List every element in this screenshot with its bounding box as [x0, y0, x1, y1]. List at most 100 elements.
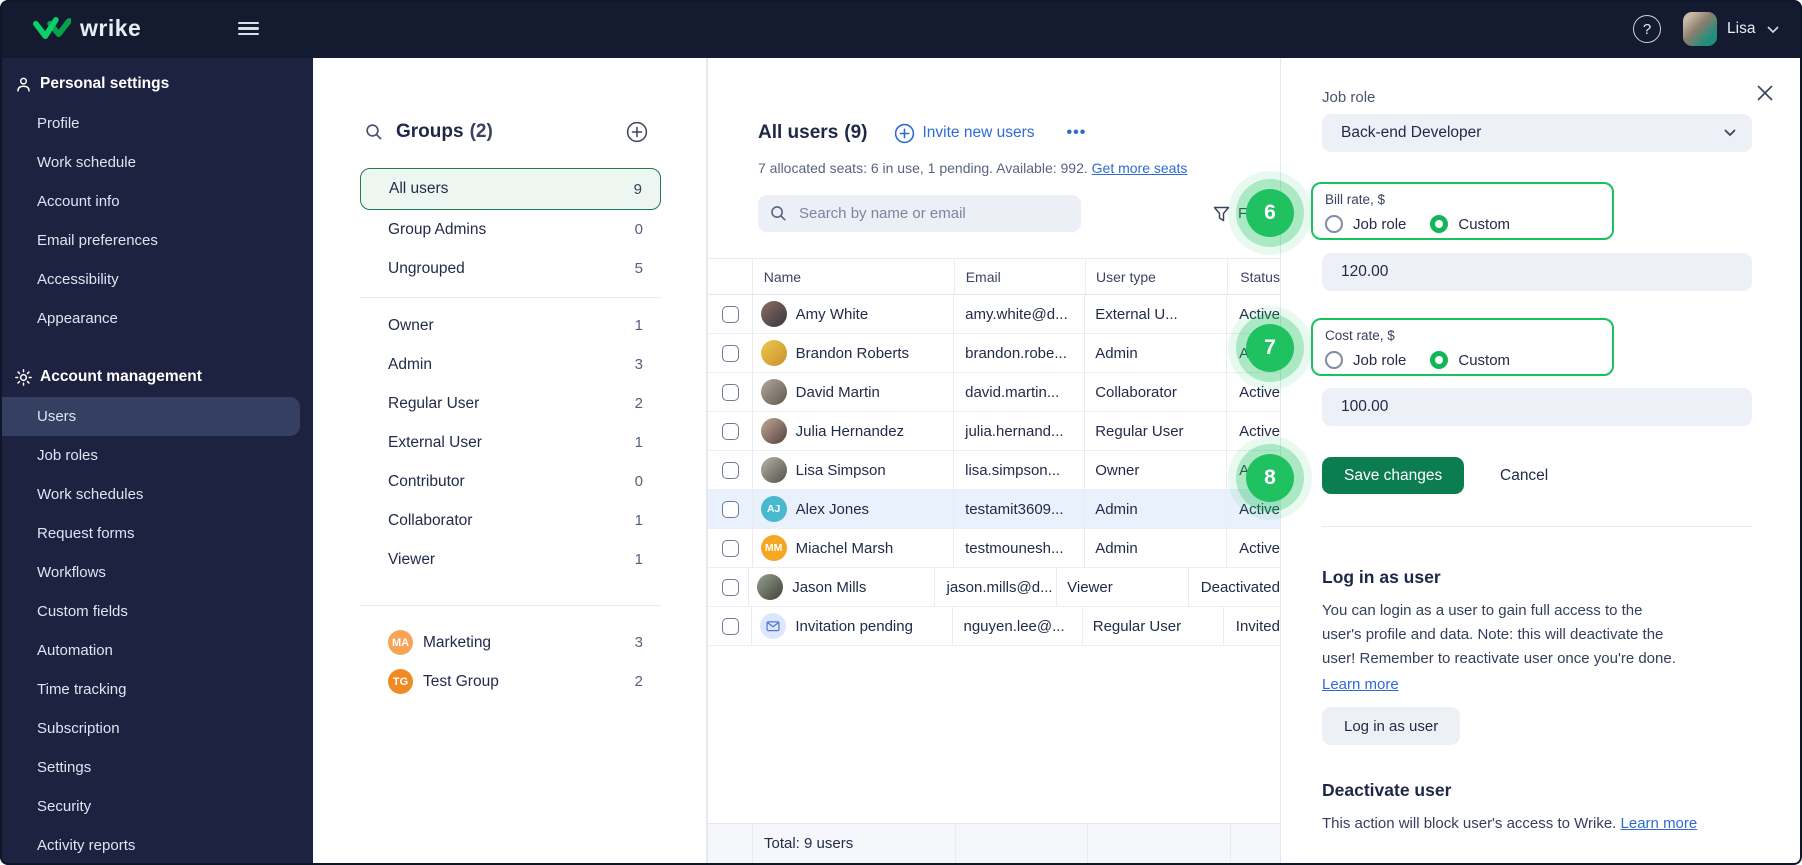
more-actions-button[interactable]: •••	[1066, 124, 1087, 141]
user-email: david.martin...	[954, 373, 1086, 411]
column-header-email[interactable]: Email	[955, 259, 1087, 294]
sidebar-item-appearance[interactable]: Appearance	[0, 299, 313, 338]
table-row-miachel-marsh[interactable]: MM Miachel Marsh testmounesh... Admin Ac…	[708, 529, 1280, 568]
table-row-david-martin[interactable]: David Martin david.martin... Collaborato…	[708, 373, 1280, 412]
sidebar-item-settings[interactable]: Settings	[0, 748, 313, 787]
invite-new-users-button[interactable]: Invite new users	[894, 123, 1035, 144]
add-group-button[interactable]	[626, 121, 648, 143]
sidebar-item-work-schedules[interactable]: Work schedules	[0, 475, 313, 514]
row-checkbox[interactable]	[722, 578, 739, 596]
deactivate-user-title: Deactivate user	[1322, 780, 1452, 800]
page-title: All users	[758, 122, 839, 143]
sidebar-item-label: Work schedule	[37, 154, 136, 171]
sidebar-item-job-roles[interactable]: Job roles	[0, 436, 313, 475]
group-item-regular-user[interactable]: Regular User 2	[360, 384, 661, 423]
search-icon	[771, 206, 786, 221]
sidebar-item-account-info[interactable]: Account info	[0, 182, 313, 221]
sidebar-item-label: Activity reports	[37, 837, 136, 854]
sidebar-item-email-preferences[interactable]: Email preferences	[0, 221, 313, 260]
log-in-as-user-button[interactable]: Log in as user	[1322, 707, 1461, 745]
table-row-brandon-roberts[interactable]: Brandon Roberts brandon.robe... Admin Ac…	[708, 334, 1280, 373]
help-button[interactable]: ?	[1633, 15, 1661, 43]
column-header-name[interactable]: Name	[753, 259, 955, 294]
chevron-down-icon	[1724, 129, 1736, 137]
hamburger-menu-button[interactable]	[238, 22, 259, 35]
table-row-jason-mills[interactable]: Jason Mills jason.mills@d... Viewer Deac…	[708, 568, 1280, 607]
user-menu-name[interactable]: Lisa	[1727, 20, 1756, 37]
chevron-down-icon	[1767, 26, 1779, 34]
row-checkbox[interactable]	[722, 617, 739, 635]
group-item-admin[interactable]: Admin 3	[360, 345, 661, 384]
group-item-collaborator[interactable]: Collaborator 1	[360, 501, 661, 540]
sidebar-item-subscription[interactable]: Subscription	[0, 709, 313, 748]
cancel-button[interactable]: Cancel	[1486, 457, 1562, 494]
search-bar[interactable]	[758, 195, 1081, 232]
sidebar-item-request-forms[interactable]: Request forms	[0, 514, 313, 553]
group-item-group-admins[interactable]: Group Admins 0	[360, 210, 661, 249]
sidebar-item-automation[interactable]: Automation	[0, 631, 313, 670]
table-row-invitation-pending[interactable]: Invitation pending nguyen.lee@... Regula…	[708, 607, 1280, 646]
sidebar-item-label: Custom fields	[37, 603, 128, 620]
user-status: Active	[1239, 305, 1280, 323]
cost-rate-input[interactable]: 100.00	[1322, 388, 1752, 426]
table-row-julia-hernandez[interactable]: Julia Hernandez julia.hernand... Regular…	[708, 412, 1280, 451]
sidebar-item-work-schedule[interactable]: Work schedule	[0, 143, 313, 182]
group-count: 3	[634, 356, 643, 373]
column-header-user-type[interactable]: User type	[1086, 259, 1229, 294]
table-row-lisa-simpson[interactable]: Lisa Simpson lisa.simpson... Owner Activ…	[708, 451, 1280, 490]
login-learn-more-link[interactable]: Learn more	[1322, 676, 1399, 693]
group-item-owner[interactable]: Owner 1	[360, 306, 661, 345]
row-checkbox[interactable]	[722, 461, 739, 479]
sidebar-section-personal-settings[interactable]: Personal settings	[0, 64, 313, 104]
group-item-viewer[interactable]: Viewer 1	[360, 540, 661, 579]
cost-rate-job-role-radio[interactable]	[1325, 351, 1343, 369]
group-item-marketing[interactable]: MA Marketing 3	[360, 623, 661, 662]
bill-rate-custom-radio[interactable]	[1430, 215, 1449, 233]
group-item-all-users[interactable]: All users 9	[360, 168, 661, 210]
sidebar-item-activity-reports[interactable]: Activity reports	[0, 826, 313, 865]
sidebar-item-custom-fields[interactable]: Custom fields	[0, 592, 313, 631]
group-item-test-group[interactable]: TG Test Group 2	[360, 662, 661, 701]
sidebar-item-label: Users	[37, 408, 77, 425]
group-item-ungrouped[interactable]: Ungrouped 5	[360, 249, 661, 288]
table-row-amy-white[interactable]: Amy White amy.white@d... External U... A…	[708, 295, 1280, 334]
row-checkbox[interactable]	[722, 422, 739, 440]
sidebar-item-accessibility[interactable]: Accessibility	[0, 260, 313, 299]
sidebar-item-users[interactable]: Users	[0, 397, 300, 436]
column-header-status[interactable]: Status	[1240, 268, 1280, 285]
sidebar-item-security[interactable]: Security	[0, 787, 313, 826]
user-email: amy.white@d...	[954, 295, 1086, 333]
sidebar-section-account-management[interactable]: Account management	[0, 357, 313, 397]
sidebar-item-workflows[interactable]: Workflows	[0, 553, 313, 592]
group-item-external-user[interactable]: External User 1	[360, 423, 661, 462]
user-avatar	[760, 340, 787, 366]
group-label: Test Group	[423, 672, 499, 690]
close-panel-button[interactable]	[1754, 82, 1776, 104]
bill-rate-input[interactable]: 120.00	[1322, 253, 1752, 291]
sidebar-item-label: Settings	[37, 759, 92, 776]
group-item-contributor[interactable]: Contributor 0	[360, 462, 661, 501]
envelope-icon	[766, 621, 780, 632]
cost-rate-custom-radio[interactable]	[1430, 351, 1449, 369]
get-more-seats-link[interactable]: Get more seats	[1091, 160, 1188, 176]
table-row-alex-jones[interactable]: AJ Alex Jones testamit3609... Admin Acti…	[708, 490, 1280, 529]
search-input[interactable]	[797, 204, 1069, 223]
save-changes-button[interactable]: Save changes	[1322, 457, 1465, 494]
table-header-row: Name Email User type Status	[708, 258, 1280, 295]
row-checkbox[interactable]	[722, 383, 739, 401]
groups-header: Groups (2)	[365, 114, 648, 150]
row-checkbox[interactable]	[722, 539, 739, 557]
groups-divider	[360, 605, 661, 606]
bill-rate-job-role-radio[interactable]	[1325, 215, 1343, 233]
wrike-logo-icon	[33, 17, 71, 39]
row-checkbox[interactable]	[722, 500, 739, 518]
row-checkbox[interactable]	[722, 305, 739, 323]
job-role-dropdown[interactable]: Back-end Developer	[1322, 114, 1752, 152]
user-avatar[interactable]	[1683, 12, 1717, 46]
sidebar-item-profile[interactable]: Profile	[0, 104, 313, 143]
search-icon[interactable]	[365, 123, 383, 141]
sidebar-item-time-tracking[interactable]: Time tracking	[0, 670, 313, 709]
login-as-user-title: Log in as user	[1322, 567, 1441, 587]
row-checkbox[interactable]	[722, 344, 739, 362]
deactivate-learn-more-link[interactable]: Learn more	[1620, 815, 1698, 832]
